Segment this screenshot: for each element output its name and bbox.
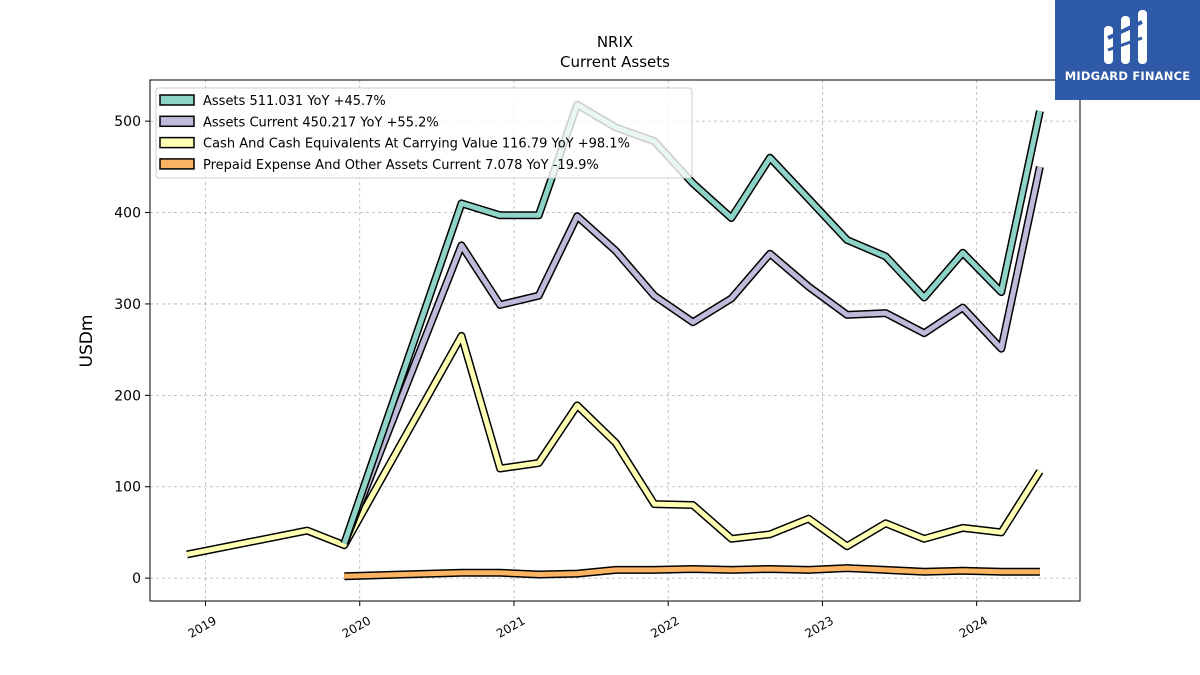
legend-swatch <box>159 94 195 106</box>
x-tick-label: 2019 <box>186 613 219 640</box>
series-line-assets <box>341 102 1043 545</box>
legend-swatch <box>159 158 195 170</box>
plot-frame <box>149 79 1081 602</box>
y-tick-label: 100 <box>114 480 141 496</box>
brand-name: MIDGARD FINANCE <box>1064 69 1191 83</box>
legend-label: Assets 511.031 YoY +45.7% <box>203 94 386 109</box>
x-tick-label: 2020 <box>340 613 373 640</box>
y-tick-label: 400 <box>114 206 141 222</box>
series-line-outline-cash-and-cash-equivalents-at-carrying-value <box>186 331 1044 559</box>
series-line-assets-current <box>341 166 1043 545</box>
x-tick-label: 2022 <box>648 613 681 640</box>
legend-label: Prepaid Expense And Other Assets Current… <box>203 158 599 173</box>
y-tick-label: 0 <box>132 571 141 587</box>
y-axis: 0 100 200 300 400 500 <box>114 114 150 587</box>
chart-title: NRIX <box>597 33 633 51</box>
plot-lines <box>186 100 1044 581</box>
y-tick-label: 500 <box>114 114 141 130</box>
y-tick-label: 300 <box>114 297 141 313</box>
logo-icon <box>1104 10 1147 64</box>
legend-label: Cash And Cash Equivalents At Carrying Va… <box>203 137 630 152</box>
x-axis: 2019 2020 2021 2022 2023 2024 <box>186 601 990 641</box>
x-tick-label: 2024 <box>957 613 990 640</box>
legend: Assets 511.031 YoY +45.7% Assets Current … <box>155 87 693 179</box>
y-tick-label: 200 <box>114 388 141 404</box>
chart-subtitle: Current Assets <box>560 53 670 71</box>
series-line-prepaid-expense-and-other-assets-current <box>344 565 1040 579</box>
legend-label: Assets Current 450.217 YoY +55.2% <box>203 115 439 130</box>
legend-swatch <box>159 136 195 149</box>
series-line-cash-and-cash-equivalents-at-carrying-value <box>186 333 1043 557</box>
x-tick-label: 2021 <box>494 613 527 640</box>
brand-logo: MIDGARD FINANCE <box>1055 0 1200 100</box>
legend-swatch <box>159 115 195 128</box>
legend-box <box>155 87 693 179</box>
y-axis-label: USDm <box>77 315 97 368</box>
x-tick-label: 2023 <box>802 613 835 640</box>
